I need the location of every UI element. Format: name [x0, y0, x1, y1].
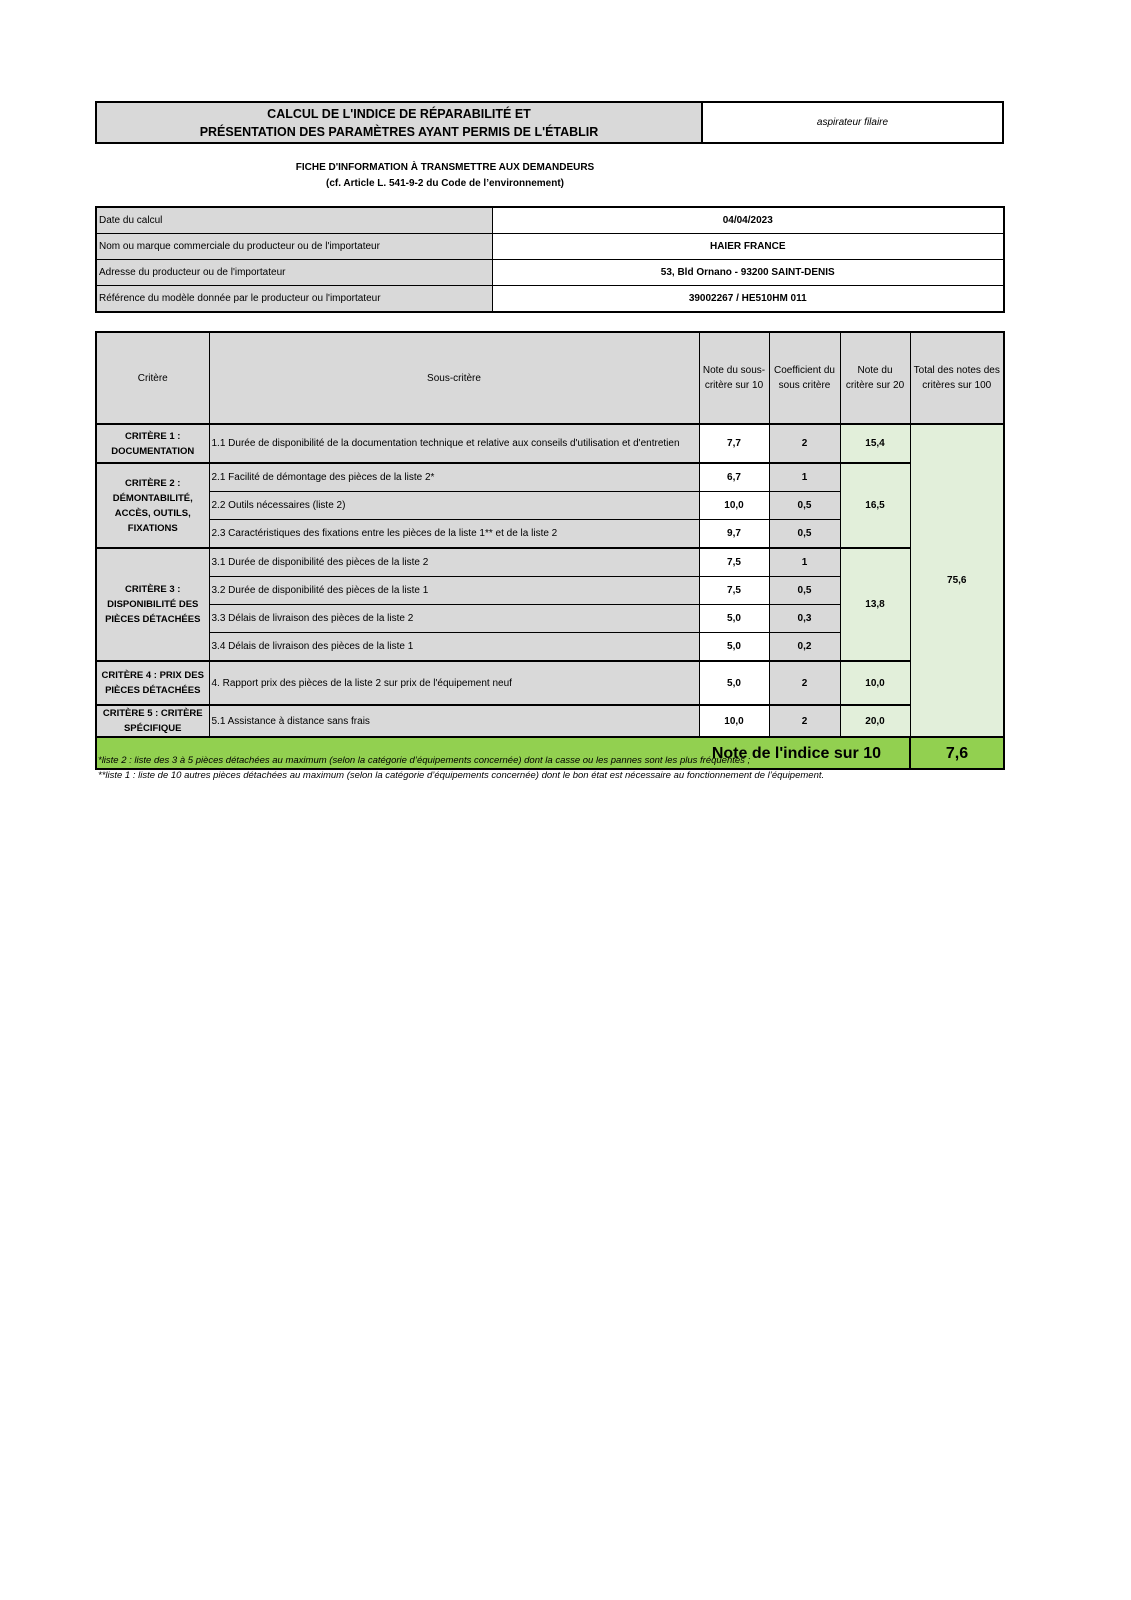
sub-criterion-label: 1.1 Durée de disponibilité de la documen…	[208, 423, 700, 464]
sub-criterion-note: 10,0	[698, 704, 770, 738]
column-header: Note du critère sur 20	[839, 331, 911, 425]
index-row: Note de l'indice sur 10 7,6	[95, 736, 1005, 770]
sub-criterion-coefficient: 2	[768, 660, 841, 706]
footnote-liste-1: **liste 1 : liste de 10 autres pièces dé…	[98, 770, 825, 781]
criteria-table: Critère Sous-critère Note du sous-critère …	[95, 331, 1005, 770]
sub-criterion-coefficient: 2	[768, 423, 841, 464]
column-header: Coefficient du sous critère	[768, 331, 841, 425]
sub-criterion-note: 6,7	[698, 462, 770, 492]
info-row: Référence du modèle donnée par le produc…	[95, 285, 1005, 313]
product-type: aspirateur filaire	[701, 101, 1004, 144]
sub-criterion-label: 3.4 Délais de livraison des pièces de la…	[208, 632, 700, 662]
column-header: Note du sous-critère sur 10	[698, 331, 770, 425]
info-value: 04/04/2023	[491, 206, 1005, 234]
info-row: Date du calcul 04/04/2023	[95, 206, 1005, 234]
column-header: Critère	[95, 331, 210, 425]
table-row: CRITÈRE 4 : PRIX DES PIÈCES DÉTACHÉES 4. …	[95, 660, 1004, 706]
sub-criterion-coefficient: 2	[768, 704, 841, 738]
criterion-score: 15,4	[839, 423, 911, 464]
info-value: 39002267 / HE510HM 011	[491, 285, 1005, 313]
sub-criterion-label: 4. Rapport prix des pièces de la liste 2…	[208, 660, 700, 706]
info-label: Référence du modèle donnée par le produc…	[95, 285, 493, 313]
subtitle-line-2: (cf. Article L. 541-9-2 du Code de l’env…	[325, 178, 564, 189]
info-label: Date du calcul	[95, 206, 493, 234]
table-row: 2.2 Outils nécessaires (liste 2) 10,0 0,5	[96, 491, 1004, 520]
table-row: 3.3 Délais de livraison des pièces de la…	[96, 604, 1004, 633]
criterion-name: CRITÈRE 4 : PRIX DES PIÈCES DÉTACHÉES	[95, 660, 210, 706]
index-value: 7,6	[909, 736, 1005, 770]
sub-criterion-coefficient: 0,5	[768, 576, 841, 605]
subtitle-line-1: FICHE D'INFORMATION À TRANSMETTRE AUX DE…	[295, 162, 595, 173]
table-row: 2.3 Caractéristiques des fixations entre…	[96, 519, 1004, 549]
sub-criterion-coefficient: 0,3	[768, 604, 841, 633]
criterion-name: CRITÈRE 2 : DÉMONTABILITÉ, ACCÈS, OUTILS…	[95, 462, 210, 549]
sub-criterion-label: 3.3 Délais de livraison des pièces de la…	[208, 604, 700, 633]
column-header: Total des notes des critères sur 100	[909, 331, 1005, 425]
sub-criterion-note: 9,7	[698, 519, 770, 549]
page-title: CALCUL DE L'INDICE DE RÉPARABILITÉ ET PR…	[95, 101, 703, 144]
table-row: CRITÈRE 3 : DISPONIBILITÉ DES PIÈCES DÉT…	[95, 547, 1004, 662]
table-row: CRITÈRE 1 : DOCUMENTATION 1.1 Durée de di…	[95, 423, 1005, 738]
sub-criterion-coefficient: 0,5	[768, 491, 841, 520]
criterion-name: CRITÈRE 1 : DOCUMENTATION	[95, 423, 210, 464]
info-label: Nom ou marque commerciale du producteur …	[95, 233, 493, 260]
info-row: Nom ou marque commerciale du producteur …	[95, 233, 1005, 260]
criterion-name: CRITÈRE 3 : DISPONIBILITÉ DES PIÈCES DÉT…	[95, 547, 210, 662]
sub-criterion-note: 5,0	[698, 604, 770, 633]
sub-criterion-note: 7,7	[698, 423, 770, 464]
sub-criterion-coefficient: 1	[768, 462, 841, 492]
criterion-score: 20,0	[839, 704, 911, 738]
info-value: HAIER FRANCE	[491, 233, 1005, 260]
sub-criterion-label: 2.3 Caractéristiques des fixations entre…	[208, 519, 700, 549]
sub-criterion-label: 3.1 Durée de disponibilité des pièces de…	[208, 547, 700, 577]
criterion-score: 10,0	[839, 660, 911, 706]
info-label: Adresse du producteur ou de l'importateu…	[95, 259, 493, 286]
criterion-score: 13,8	[839, 547, 911, 662]
header-row: Critère Sous-critère Note du sous-critère …	[95, 331, 1005, 425]
table-row: CRITÈRE 2 : DÉMONTABILITÉ, ACCÈS, OUTILS…	[95, 462, 1004, 549]
sub-criterion-note: 7,5	[698, 576, 770, 605]
criterion-score: 16,5	[839, 462, 911, 549]
sub-criterion-label: 2.1 Facilité de démontage des pièces de …	[208, 462, 700, 492]
title-line-2: PRÉSENTATION DES PARAMÈTRES AYANT PERMIS…	[199, 124, 599, 139]
criterion-name: CRITÈRE 5 : CRITÈRE SPÉCIFIQUE	[95, 704, 210, 738]
title-box: CALCUL DE L'INDICE DE RÉPARABILITÉ ET PR…	[95, 101, 1004, 144]
table-row: CRITÈRE 5 : CRITÈRE SPÉCIFIQUE 5.1 Assist…	[95, 704, 1004, 738]
sub-criterion-label: 5.1 Assistance à distance sans frais	[208, 704, 700, 738]
info-row: Adresse du producteur ou de l'importateu…	[95, 259, 1005, 286]
sub-criterion-coefficient: 0,5	[768, 519, 841, 549]
column-header: Sous-critère	[208, 331, 700, 425]
table-row: 3.2 Durée de disponibilité des pièces de…	[96, 576, 1004, 605]
subtitle: FICHE D'INFORMATION À TRANSMETTRE AUX DE…	[95, 160, 795, 192]
index-label: Note de l'indice sur 10	[95, 736, 911, 770]
table-row: 3.4 Délais de livraison des pièces de la…	[96, 632, 1004, 662]
info-table: Date du calcul 04/04/2023 Nom ou marque co…	[95, 206, 1005, 313]
sub-criterion-label: 3.2 Durée de disponibilité des pièces de…	[208, 576, 700, 605]
sub-criterion-label: 2.2 Outils nécessaires (liste 2)	[208, 491, 700, 520]
info-value: 53, Bld Ornano - 93200 SAINT-DENIS	[491, 259, 1005, 286]
sub-criterion-note: 7,5	[698, 547, 770, 577]
footnote-liste-2: *liste 2 : liste des 3 à 5 pièces détach…	[98, 755, 751, 766]
sub-criterion-coefficient: 1	[768, 547, 841, 577]
sub-criterion-note: 10,0	[698, 491, 770, 520]
sub-criterion-note: 5,0	[698, 660, 770, 706]
title-line-1: CALCUL DE L'INDICE DE RÉPARABILITÉ ET	[267, 106, 531, 121]
footnotes: *liste 2 : liste des 3 à 5 pièces détach…	[98, 753, 824, 783]
sub-criterion-coefficient: 0,2	[768, 632, 841, 662]
total-score-100: 75,6	[909, 423, 1005, 738]
sub-criterion-note: 5,0	[698, 632, 770, 662]
